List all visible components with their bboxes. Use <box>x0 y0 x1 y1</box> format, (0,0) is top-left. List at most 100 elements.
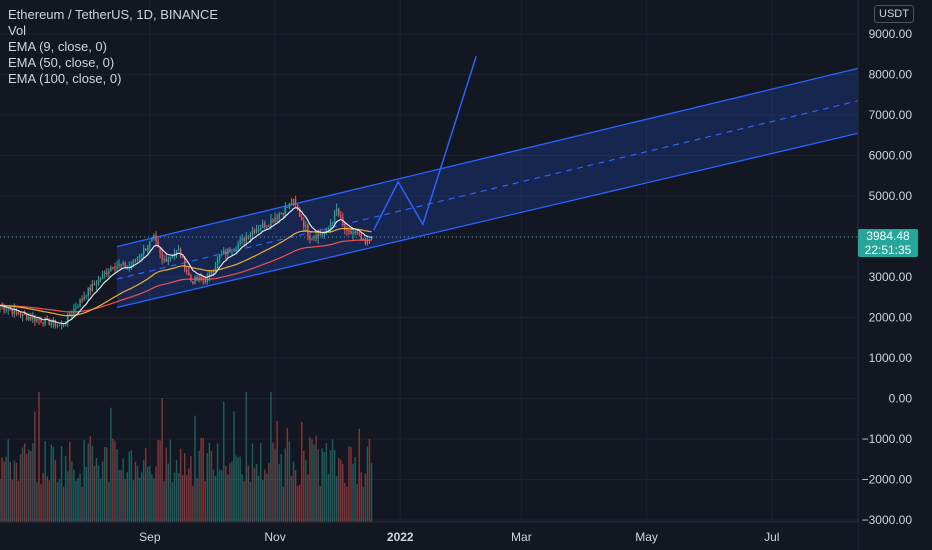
volume-bar <box>190 456 192 522</box>
candle-body <box>5 309 7 311</box>
legend-ema-9[interactable]: EMA (9, close, 0) <box>8 39 107 54</box>
candle-body <box>179 248 182 258</box>
volume-bar <box>284 448 287 522</box>
legend-symbol[interactable]: Ethereum / TetherUS, 1D, BINANCE <box>8 7 219 22</box>
volume-bar <box>73 469 75 522</box>
volume-bar <box>358 428 360 522</box>
candle-body <box>352 232 354 235</box>
volume-bar <box>81 486 83 522</box>
candle-body <box>106 272 108 275</box>
candle-body <box>225 251 227 255</box>
channel-upper-line <box>116 67 859 248</box>
candle-body <box>120 264 122 266</box>
volume-bars <box>0 392 373 522</box>
candle-body <box>155 235 157 241</box>
projection-path[interactable] <box>372 56 477 231</box>
candle-body <box>360 234 362 240</box>
volume-bar <box>278 464 280 522</box>
volume-bar <box>348 446 350 522</box>
legend-vol[interactable]: Vol <box>8 23 27 38</box>
candle-body <box>101 273 104 279</box>
volume-bar <box>331 439 334 522</box>
ema-lines <box>0 207 372 325</box>
volume-bar <box>243 481 245 522</box>
candle-body <box>165 259 167 262</box>
legend-ema-50[interactable]: EMA (50, close, 0) <box>8 55 115 70</box>
candle-body <box>296 204 299 210</box>
volume-bar <box>216 443 219 522</box>
volume-bar <box>218 469 221 522</box>
price-axis-bg <box>858 0 932 550</box>
price-tick-label: 6000.00 <box>869 149 913 163</box>
candle-body <box>298 209 301 217</box>
candle-body <box>124 262 126 268</box>
volume-bar <box>368 438 371 522</box>
price-tick-label: −1000.00 <box>862 432 913 446</box>
candle-body <box>292 198 295 205</box>
candle-body <box>288 203 291 208</box>
candle-body <box>327 227 330 230</box>
volume-bar <box>46 476 48 522</box>
candle-body <box>62 324 65 326</box>
volume-bar <box>40 484 42 522</box>
currency-selector[interactable]: USDT <box>874 5 914 23</box>
candle-body <box>112 267 114 269</box>
legend-ema-100[interactable]: EMA (100, close, 0) <box>8 71 122 86</box>
price-tick-label: −2000.00 <box>862 473 913 487</box>
candle-body <box>249 234 252 238</box>
candle-body <box>89 287 92 291</box>
volume-bar <box>38 392 40 522</box>
candle-body <box>50 323 53 326</box>
volume-bar <box>169 439 172 522</box>
candle-body <box>335 208 338 212</box>
candle-body <box>270 219 272 226</box>
volume-bar <box>106 447 108 522</box>
price-tick-label: −3000.00 <box>862 513 913 527</box>
volume-bar <box>333 449 336 522</box>
candle-body <box>243 238 245 242</box>
candle-body <box>0 305 1 308</box>
volume-bar <box>5 456 7 522</box>
candle-body <box>52 320 55 324</box>
candle-body <box>118 264 120 266</box>
volume-bar <box>264 469 266 522</box>
candle-body <box>358 232 360 235</box>
candle-body <box>130 264 133 267</box>
volume-bar <box>292 461 295 522</box>
volume-bar <box>356 483 358 522</box>
candle-body <box>46 318 48 320</box>
candle-body <box>366 239 369 244</box>
volume-bar <box>52 446 55 522</box>
volume-bar <box>89 436 92 522</box>
candle-body <box>346 229 348 232</box>
volume-bar <box>149 465 151 522</box>
volume-bar <box>101 461 104 522</box>
ema-9-line <box>0 207 372 325</box>
volume-bar <box>140 472 143 522</box>
volume-bar <box>147 466 149 522</box>
candle-body <box>200 277 202 280</box>
volume-bar <box>225 466 227 522</box>
candle-body <box>241 238 243 241</box>
time-axis[interactable]: Sep Nov 2022 Mar May Jul <box>139 530 779 544</box>
candle-body <box>103 272 106 274</box>
volume-bar <box>340 459 342 522</box>
volume-bar <box>350 446 352 522</box>
candle-body <box>110 267 112 272</box>
volume-bar <box>313 444 315 522</box>
volume-bar <box>280 454 282 522</box>
time-tick-label: Mar <box>511 530 532 544</box>
volume-bar <box>75 480 77 522</box>
parallel-channel[interactable] <box>116 67 859 309</box>
candle-body <box>17 312 20 315</box>
candle-body <box>227 248 229 255</box>
volume-bar <box>294 469 297 522</box>
candle-body <box>218 255 221 259</box>
candle-body <box>192 281 194 284</box>
volume-bar <box>126 472 128 522</box>
candle-body <box>149 241 151 248</box>
candle-body <box>235 248 237 250</box>
candle-body <box>190 275 192 282</box>
volume-bar <box>177 473 180 522</box>
